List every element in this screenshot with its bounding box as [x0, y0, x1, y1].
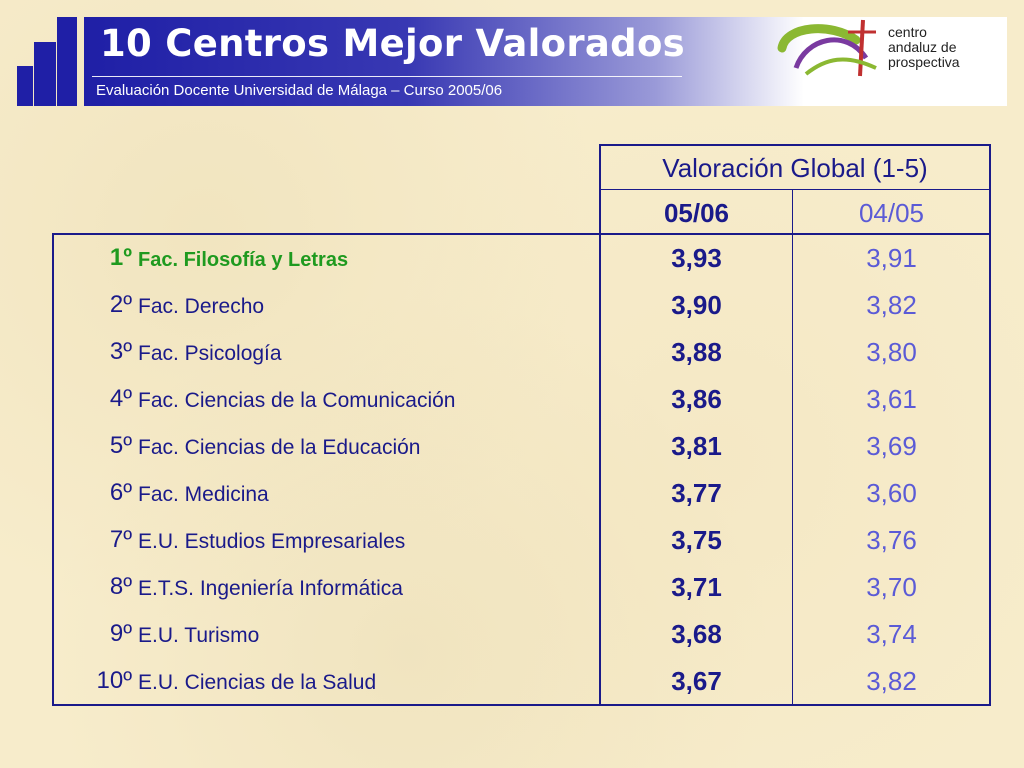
table-row: 3º Fac. Psicología 3,88 3,80 [52, 330, 990, 377]
table-row: 5º Fac. Ciencias de la Educación 3,81 3,… [52, 424, 990, 471]
center-name-cell: E.U. Ciencias de la Salud [138, 671, 377, 694]
rank-cell: 4º [109, 385, 132, 412]
center-name-cell: Fac. Psicología [138, 342, 282, 365]
rank-cell: 2º [109, 291, 132, 318]
rank-cell: 6º [109, 479, 132, 506]
table-row: 7º E.U. Estudios Empresariales 3,75 3,76 [52, 518, 990, 565]
previous-score-cell: 3,69 [866, 431, 917, 461]
page-title: 10 Centros Mejor Valorados [100, 22, 685, 65]
current-score-cell: 3,93 [671, 243, 722, 273]
table-row: 1º Fac. Filosofía y Letras 3,93 3,91 [52, 236, 990, 283]
current-score-cell: 3,75 [671, 525, 722, 555]
column-group-header: Valoración Global (1-5) [662, 153, 928, 183]
current-score-cell: 3,71 [671, 572, 722, 602]
center-name-cell: Fac. Ciencias de la Comunicación [138, 389, 456, 412]
page-subtitle: Evaluación Docente Universidad de Málaga… [96, 82, 503, 99]
table-row: 8º E.T.S. Ingeniería Informática 3,71 3,… [52, 565, 990, 612]
table-row: 4º Fac. Ciencias de la Comunicación 3,86… [52, 377, 990, 424]
center-name-cell: Fac. Filosofía y Letras [138, 249, 349, 271]
logo-line: andaluz de [888, 39, 957, 55]
previous-score-cell: 3,74 [866, 619, 917, 649]
table-row: 2º Fac. Derecho 3,90 3,82 [52, 283, 990, 330]
centro-andaluz-prospectiva-logo-icon [777, 19, 877, 77]
previous-score-cell: 3,60 [866, 478, 917, 508]
previous-score-cell: 3,70 [866, 572, 917, 602]
column-header-previous: 04/05 [858, 198, 925, 228]
previous-score-cell: 3,80 [866, 337, 917, 367]
rank-cell: 5º [109, 432, 132, 459]
table-row: 10º E.U. Ciencias de la Salud 3,67 3,82 [52, 659, 990, 706]
rank-cell: 10º [96, 667, 132, 694]
center-name-cell: E.U. Turismo [138, 624, 260, 647]
logo-wordmark: centro andaluz de prospectiva [888, 25, 960, 70]
current-score-cell: 3,68 [671, 619, 722, 649]
previous-score-cell: 3,91 [866, 243, 917, 273]
previous-score-cell: 3,61 [866, 384, 917, 414]
previous-score-cell: 3,76 [866, 525, 917, 555]
previous-score-cell: 3,82 [866, 290, 917, 320]
rank-cell: 3º [109, 338, 132, 365]
table-row: 6º Fac. Medicina 3,77 3,60 [52, 471, 990, 518]
rank-cell: 9º [109, 620, 132, 647]
rank-cell: 1º [109, 244, 132, 271]
previous-score-cell: 3,82 [866, 666, 917, 696]
center-name-cell: Fac. Derecho [138, 295, 265, 318]
logo-line: prospectiva [888, 54, 960, 70]
current-score-cell: 3,77 [671, 478, 722, 508]
center-name-cell: E.T.S. Ingeniería Informática [138, 577, 403, 600]
center-name-cell: Fac. Ciencias de la Educación [138, 436, 421, 459]
column-header-current: 05/06 [663, 198, 730, 228]
rank-cell: 7º [109, 526, 132, 553]
current-score-cell: 3,88 [671, 337, 722, 367]
table-row: 9º E.U. Turismo 3,68 3,74 [52, 612, 990, 659]
rank-cell: 8º [109, 573, 132, 600]
logo-line: centro [888, 24, 927, 40]
current-score-cell: 3,81 [671, 431, 722, 461]
center-name-cell: E.U. Estudios Empresariales [138, 530, 406, 553]
current-score-cell: 3,90 [671, 290, 722, 320]
center-name-cell: Fac. Medicina [138, 483, 269, 506]
current-score-cell: 3,67 [671, 666, 722, 696]
current-score-cell: 3,86 [671, 384, 722, 414]
title-divider [92, 76, 682, 77]
